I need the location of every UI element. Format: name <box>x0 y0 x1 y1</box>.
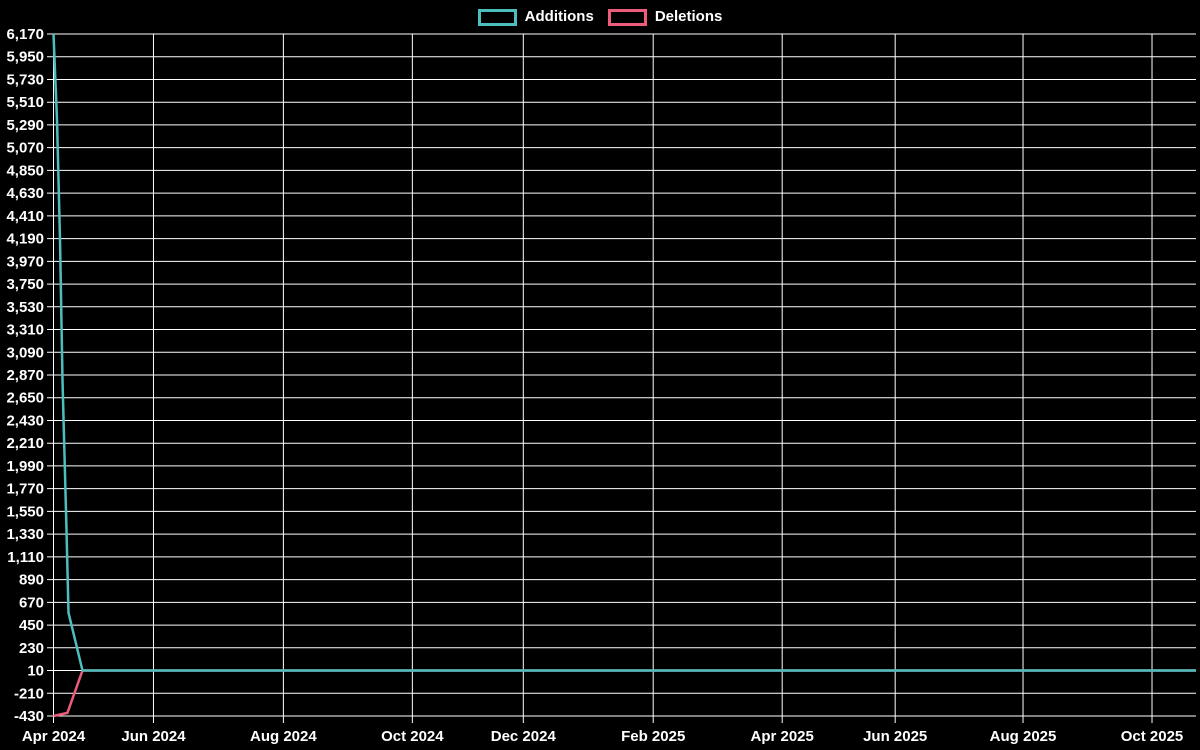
y-tick-label: 1,550 <box>6 503 44 520</box>
y-tick-label: 1,770 <box>6 481 44 498</box>
y-tick-label: 2,650 <box>6 390 44 407</box>
y-tick-label: 5,510 <box>6 94 44 111</box>
y-tick-label: 2,210 <box>6 435 44 452</box>
y-tick-label: 1,330 <box>6 526 44 543</box>
legend-item-additions[interactable]: Additions <box>477 7 594 27</box>
y-tick-label: 2,430 <box>6 412 44 429</box>
x-tick-label: Jun 2025 <box>863 728 927 745</box>
x-tick-label: Apr 2025 <box>750 728 813 745</box>
y-tick-label: 4,630 <box>6 185 44 202</box>
y-tick-label: 3,090 <box>6 344 44 361</box>
legend-swatch-additions <box>477 8 517 26</box>
x-tick-label: Aug 2024 <box>250 728 317 745</box>
series-line-additions <box>52 33 1196 672</box>
y-tick-label: 230 <box>19 640 44 657</box>
y-tick-label: 3,530 <box>6 299 44 316</box>
legend-swatch-deletions <box>607 8 647 26</box>
y-tick-label: 4,410 <box>6 208 44 225</box>
y-tick-label: 2,870 <box>6 367 44 384</box>
y-tick-label: 10 <box>27 663 44 680</box>
legend-label-deletions: Deletions <box>654 8 723 25</box>
x-tick-label: Jun 2024 <box>121 728 186 745</box>
chart-legend: Additions Deletions <box>0 7 1200 27</box>
x-tick-label: Oct 2024 <box>381 728 444 745</box>
y-tick-label: 6,170 <box>6 26 44 43</box>
legend-label-additions: Additions <box>524 8 594 25</box>
y-tick-label: 5,950 <box>6 49 44 66</box>
legend-item-deletions[interactable]: Deletions <box>607 7 723 27</box>
y-tick-label: 3,970 <box>6 253 44 270</box>
y-tick-label: 890 <box>19 572 44 589</box>
x-tick-label: Aug 2025 <box>990 728 1057 745</box>
x-tick-label: Oct 2025 <box>1121 728 1184 745</box>
y-tick-label: 1,990 <box>6 458 44 475</box>
x-tick-label: Dec 2024 <box>491 728 557 745</box>
y-tick-label: -210 <box>14 685 44 702</box>
x-tick-label: Apr 2024 <box>22 728 86 745</box>
y-tick-label: 5,730 <box>6 71 44 88</box>
y-tick-label: 3,750 <box>6 276 44 293</box>
y-tick-label: 5,070 <box>6 140 44 157</box>
y-tick-label: -430 <box>14 708 44 725</box>
x-tick-label: Feb 2025 <box>621 728 685 745</box>
y-tick-label: 1,110 <box>7 549 44 566</box>
y-tick-label: 4,850 <box>6 162 44 179</box>
y-tick-label: 4,190 <box>6 231 44 248</box>
y-tick-label: 450 <box>19 617 44 634</box>
y-tick-label: 5,290 <box>6 117 44 134</box>
y-tick-label: 670 <box>19 594 44 611</box>
y-tick-label: 3,310 <box>6 322 44 339</box>
